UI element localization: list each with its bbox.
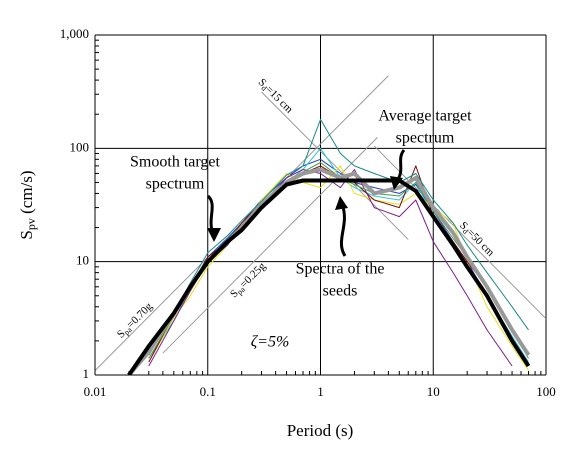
arrow-head	[390, 176, 403, 190]
reference-label: Spa=0.25g	[228, 260, 269, 301]
reference-label: Sd=50 cm	[457, 219, 497, 259]
reference-label-part: =50 cm	[465, 226, 497, 258]
x-axis-label: Period (s)	[287, 421, 354, 440]
x-tick-label: 10	[427, 384, 440, 399]
y-axis-label-part: S	[17, 230, 36, 239]
x-tick-label: 0.01	[84, 384, 107, 399]
series-line	[148, 118, 529, 356]
y-tick-label: 100	[70, 139, 90, 154]
y-axis-label: Spv (cm/s)	[17, 170, 38, 239]
annotation: spectrum	[396, 130, 455, 147]
annotation: Average target	[378, 108, 472, 125]
annotation: spectrum	[146, 176, 205, 193]
reference-label-part: d	[260, 83, 269, 92]
reference-label-part: d	[461, 227, 470, 236]
reference-line	[373, 145, 546, 320]
y-tick-label: 1,000	[60, 26, 89, 41]
annotation: seeds	[323, 283, 358, 300]
series-line	[127, 178, 531, 375]
reference-label: Sd=15 cm	[255, 76, 295, 116]
arrow	[339, 203, 347, 257]
reference-line	[261, 91, 409, 240]
reference-line	[162, 137, 378, 354]
arrow-head	[335, 196, 348, 210]
annotation: Spectra of the	[296, 261, 385, 278]
annotation: ζ=5%	[251, 334, 290, 351]
arrow-head	[207, 228, 221, 242]
x-tick-label: 100	[536, 384, 556, 399]
arrows	[206, 149, 406, 257]
y-tick-label: 1	[83, 366, 90, 381]
x-tick-label: 0.1	[200, 384, 216, 399]
reference-label-part: =0.25g	[237, 260, 268, 291]
reference-label: Spa=0.70g	[115, 300, 156, 341]
y-tick-label: 10	[76, 253, 89, 268]
reference-label-part: =15 cm	[263, 83, 295, 115]
y-axis-label-part: (cm/s)	[17, 170, 36, 218]
x-tick-label: 1	[317, 384, 324, 399]
annotation: Smooth target	[130, 154, 220, 171]
y-axis-label-part: pv	[24, 218, 38, 230]
